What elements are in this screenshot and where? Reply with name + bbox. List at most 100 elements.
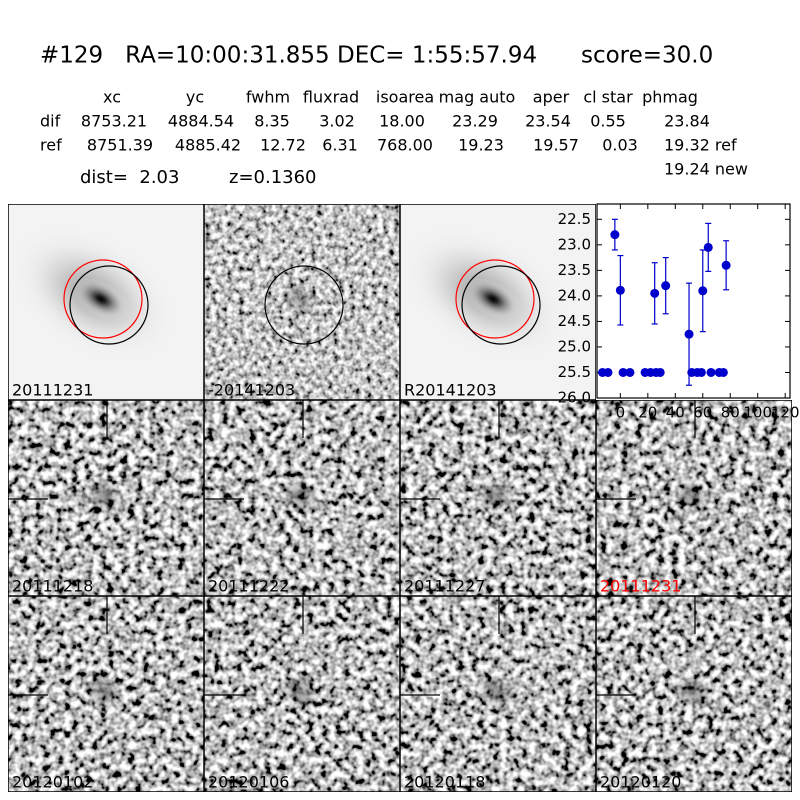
circle-ref xyxy=(63,259,143,339)
galaxy xyxy=(463,276,523,322)
source xyxy=(288,290,312,310)
column-header: fluxrad xyxy=(303,88,359,107)
stamp xyxy=(204,596,400,792)
point xyxy=(655,367,665,377)
stamp-label: 20120120 xyxy=(600,773,681,792)
stamp xyxy=(596,400,792,596)
circle-dif xyxy=(461,265,541,345)
stamp xyxy=(400,204,596,400)
x-tick-label: 120 xyxy=(771,404,800,422)
circle-dif xyxy=(69,265,149,345)
table-cell: 23.84 xyxy=(664,112,710,131)
table-cell: 8753.21 xyxy=(81,112,147,131)
y-tick-label: 25.0 xyxy=(558,337,591,355)
stamp xyxy=(8,400,204,596)
stamp xyxy=(596,596,792,792)
table-cell: 23.29 xyxy=(452,112,498,131)
column-header: xc xyxy=(103,88,121,107)
column-header: yc xyxy=(186,88,204,107)
point xyxy=(684,329,694,339)
table-cell: 8751.39 xyxy=(87,136,153,155)
point xyxy=(706,367,716,377)
phmag-new: 19.24 new xyxy=(664,160,748,179)
table-cell: 12.72 xyxy=(260,136,306,155)
stamp-label: 20111218 xyxy=(12,577,93,596)
point xyxy=(661,281,671,291)
table-cell: 768.00 xyxy=(377,136,433,155)
stamp xyxy=(8,596,204,792)
table-cell: 8.35 xyxy=(254,112,290,131)
point xyxy=(650,288,660,298)
source xyxy=(484,486,508,506)
stamp-label: -20141203 xyxy=(208,381,295,400)
point xyxy=(625,367,635,377)
table-cell: 18.00 xyxy=(379,112,425,131)
table-cell: 4884.54 xyxy=(168,112,234,131)
point xyxy=(603,367,613,377)
source xyxy=(288,682,312,702)
point xyxy=(618,367,628,377)
table-cell: 19.57 xyxy=(533,136,579,155)
redshift: z=0.1360 xyxy=(229,167,317,188)
stamp-label: 20111231 xyxy=(12,381,93,400)
y-tick-label: 22.5 xyxy=(558,210,591,228)
x-tick-label: 80 xyxy=(721,404,740,422)
x-tick-label: 60 xyxy=(693,404,712,422)
point xyxy=(610,230,620,240)
x-tick-label: 0 xyxy=(616,404,626,422)
table-cell: 19.32 ref xyxy=(664,136,737,155)
y-tick-label: 24.5 xyxy=(558,312,591,330)
y-tick-label: 23.0 xyxy=(558,235,591,253)
dist: dist= 2.03 xyxy=(80,167,179,188)
circle-ref xyxy=(455,259,535,339)
column-header: aper xyxy=(533,88,570,107)
column-header: cl star xyxy=(583,88,633,107)
point xyxy=(696,367,706,377)
stamp-label: 20120118 xyxy=(404,773,485,792)
y-tick-label: 23.5 xyxy=(558,261,591,279)
column-header: phmag xyxy=(642,88,698,107)
light-curve: 22.5 23.0 23.5 24.0 24.5 25.0 25.5 26.0 0 20 40 60 8… xyxy=(558,203,800,422)
stamp xyxy=(204,400,400,596)
y-tick-label: 26.0 xyxy=(558,389,591,407)
x-tick-label: 20 xyxy=(638,404,657,422)
galaxy xyxy=(71,276,131,322)
x-tick-label: 40 xyxy=(666,404,685,422)
table-cell: 4885.42 xyxy=(175,136,241,155)
stamp-label: 20111227 xyxy=(404,577,485,596)
source xyxy=(680,682,704,702)
y-tick-label: 24.0 xyxy=(558,286,591,304)
plot-frame xyxy=(596,203,791,399)
stamp-label: 20111222 xyxy=(208,577,289,596)
source xyxy=(92,682,116,702)
table-cell: 0.03 xyxy=(602,136,638,155)
y-tick-label: 25.5 xyxy=(558,363,591,381)
x-tick-label: 100 xyxy=(743,404,772,422)
stamps: 20111231 -20141203 R20141203 20111218 201112… xyxy=(8,204,792,792)
title: #129 RA=10:00:31.855 DEC= 1:55:57.94 sco… xyxy=(40,43,713,69)
point xyxy=(698,286,708,296)
point xyxy=(703,242,713,252)
stamp xyxy=(204,204,400,400)
source xyxy=(288,486,312,506)
circle-dif xyxy=(264,265,344,345)
table-cell: ref xyxy=(40,136,62,155)
stamp xyxy=(400,400,596,596)
table-cell: 6.31 xyxy=(322,136,358,155)
column-header: isoarea xyxy=(376,88,434,107)
point xyxy=(718,367,728,377)
point xyxy=(615,285,625,295)
stamp-label: 20120106 xyxy=(208,773,289,792)
table-cell: 0.55 xyxy=(590,112,626,131)
column-header: mag auto xyxy=(439,88,516,107)
source xyxy=(92,486,116,506)
stamp-label: 20111231 xyxy=(600,577,681,596)
stamp xyxy=(8,204,204,400)
table-cell: 3.02 xyxy=(319,112,355,131)
source xyxy=(484,682,508,702)
point xyxy=(721,260,731,270)
stamp xyxy=(400,596,596,792)
source xyxy=(680,486,704,506)
plot-area xyxy=(597,204,790,398)
